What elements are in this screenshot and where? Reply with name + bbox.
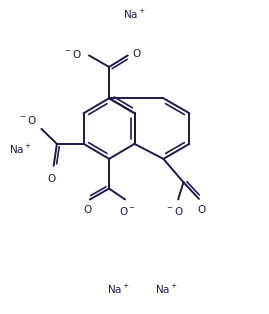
Text: O: O: [197, 204, 206, 214]
Text: Na$^+$: Na$^+$: [155, 283, 178, 296]
Text: O: O: [83, 205, 91, 215]
Text: O$^-$: O$^-$: [119, 205, 136, 217]
Text: O: O: [133, 49, 141, 59]
Text: Na$^+$: Na$^+$: [107, 283, 130, 296]
Text: Na$^+$: Na$^+$: [9, 143, 32, 156]
Text: $^-$O: $^-$O: [63, 48, 82, 60]
Text: Na$^+$: Na$^+$: [123, 8, 146, 21]
Text: O: O: [47, 174, 55, 184]
Text: $^-$O: $^-$O: [17, 114, 37, 126]
Text: $^-$O: $^-$O: [165, 205, 184, 217]
